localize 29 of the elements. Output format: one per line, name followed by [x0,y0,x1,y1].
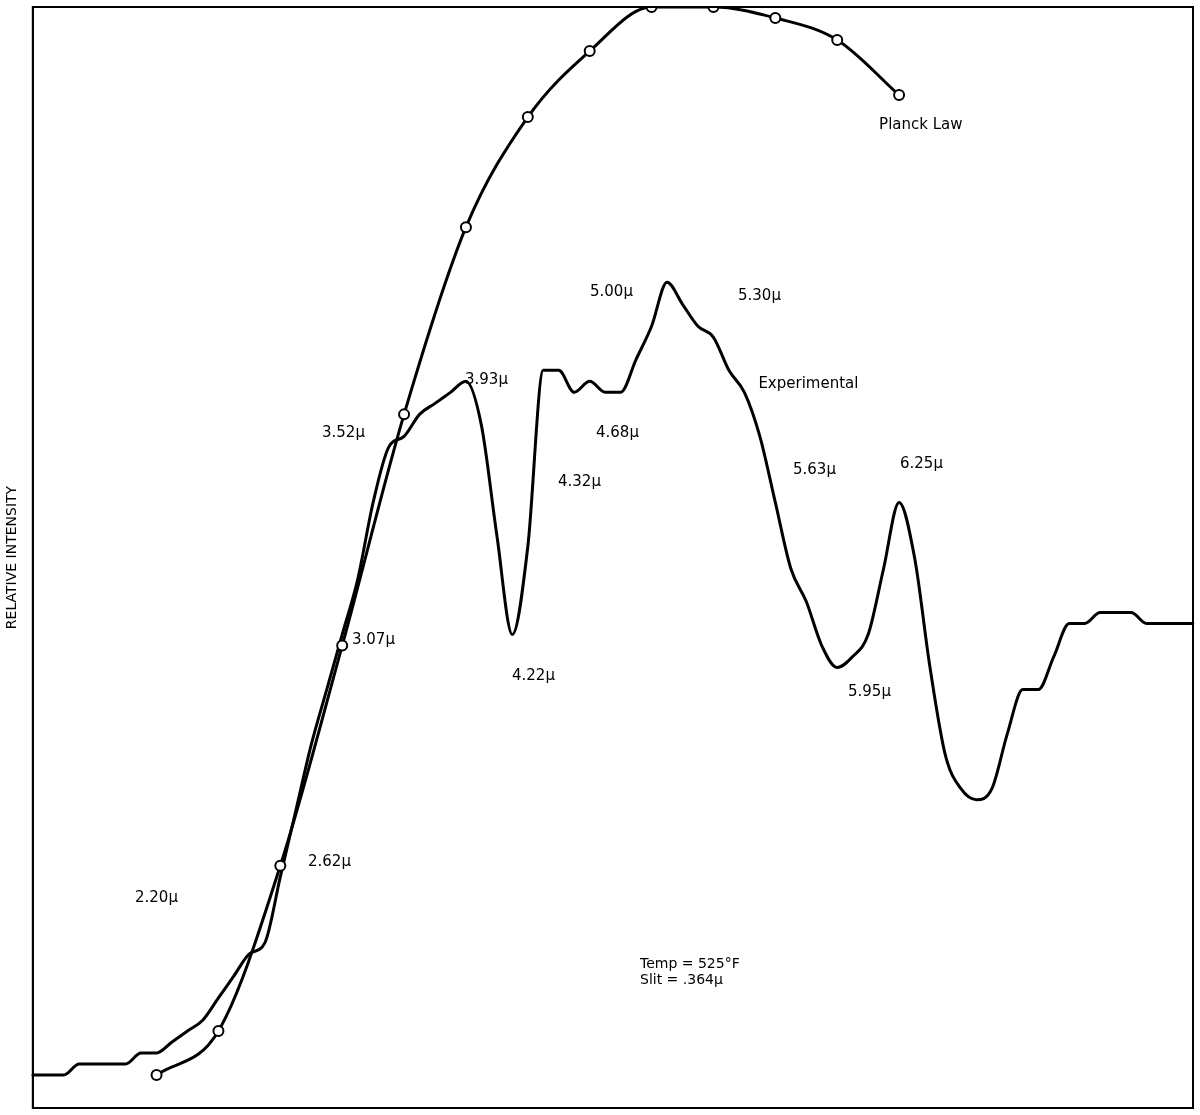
point [274,859,287,872]
point [521,111,534,124]
point [893,89,906,102]
annotation: 5.00μ [590,281,634,300]
point [769,12,782,25]
annotation: 5.30μ [738,285,782,304]
series-label: Planck Law [879,114,963,133]
annotation: Temp = 525°F [640,955,740,971]
annotation: 2.62μ [308,851,352,870]
series-label: Experimental [758,374,859,393]
point [398,408,411,421]
annotation: 4.22μ [512,665,556,684]
annotation: 3.93μ [465,369,509,388]
annotation: 4.68μ [596,422,640,441]
annotation: 6.25μ [900,453,944,472]
annotation: 3.52μ [322,422,366,441]
annotation: 4.32μ [558,471,602,490]
point [150,1068,163,1081]
point [583,45,596,58]
annotation: Slit = .364μ [640,971,724,987]
annotation: 5.95μ [848,681,892,700]
point [336,639,349,652]
y-axis-title: RELATIVE INTENSITY [3,485,20,630]
annotation: 5.63μ [793,459,837,478]
point [212,1024,225,1037]
annotation: 2.20μ [135,887,179,906]
annotation: 3.07μ [352,629,396,648]
point [459,221,472,234]
point [831,34,844,47]
